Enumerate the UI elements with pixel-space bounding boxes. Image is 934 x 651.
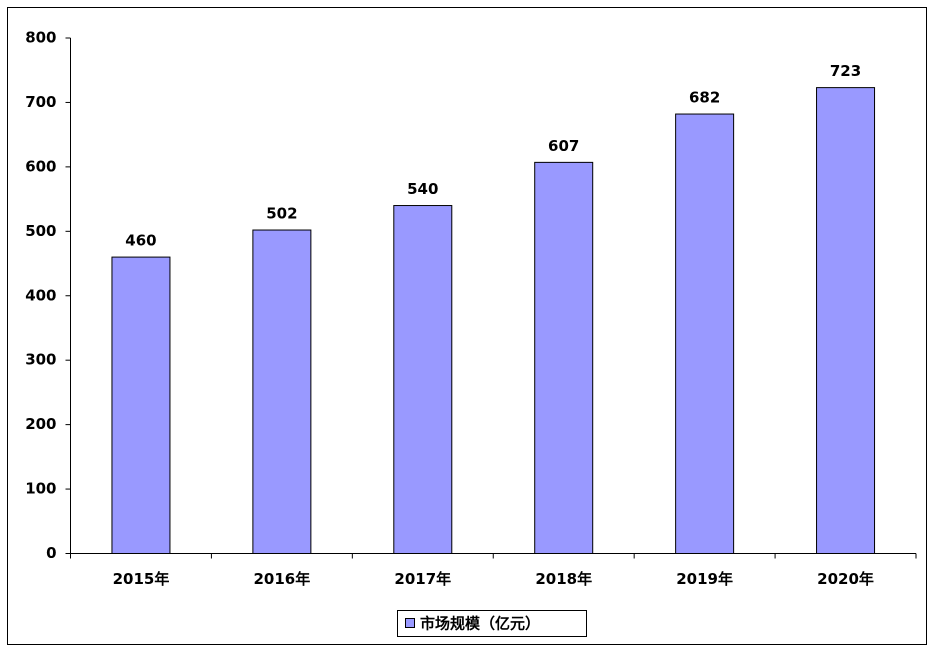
x-tick-label: 2016年 bbox=[254, 570, 311, 588]
x-tick-label: 2020年 bbox=[817, 570, 874, 588]
data-label: 723 bbox=[830, 62, 861, 80]
y-tick-label: 600 bbox=[25, 157, 56, 175]
y-tick-label: 800 bbox=[25, 29, 56, 47]
x-tick-label: 2015年 bbox=[113, 570, 170, 588]
data-label: 607 bbox=[548, 137, 579, 155]
data-label: 682 bbox=[689, 89, 720, 107]
legend-label: 市场规模（亿元） bbox=[420, 615, 540, 633]
x-tick-label: 2017年 bbox=[394, 570, 451, 588]
bar bbox=[111, 256, 171, 554]
y-tick-label: 400 bbox=[25, 286, 56, 304]
y-tick-label: 200 bbox=[25, 415, 56, 433]
data-label: 540 bbox=[407, 180, 438, 198]
data-label: 460 bbox=[125, 232, 156, 250]
y-tick-label: 100 bbox=[25, 480, 56, 498]
legend-swatch bbox=[405, 618, 415, 628]
bar bbox=[534, 161, 594, 554]
y-tick-label: 0 bbox=[46, 544, 56, 562]
x-tick-label: 2018年 bbox=[535, 570, 592, 588]
y-tick-label: 700 bbox=[25, 93, 56, 111]
data-label: 502 bbox=[266, 205, 297, 223]
legend-box bbox=[397, 610, 587, 637]
bar bbox=[675, 113, 735, 554]
bar bbox=[252, 229, 312, 554]
y-tick-label: 500 bbox=[25, 222, 56, 240]
y-tick-label: 300 bbox=[25, 351, 56, 369]
x-tick-label: 2019年 bbox=[676, 570, 733, 588]
bar bbox=[393, 205, 453, 554]
bar bbox=[816, 87, 876, 554]
